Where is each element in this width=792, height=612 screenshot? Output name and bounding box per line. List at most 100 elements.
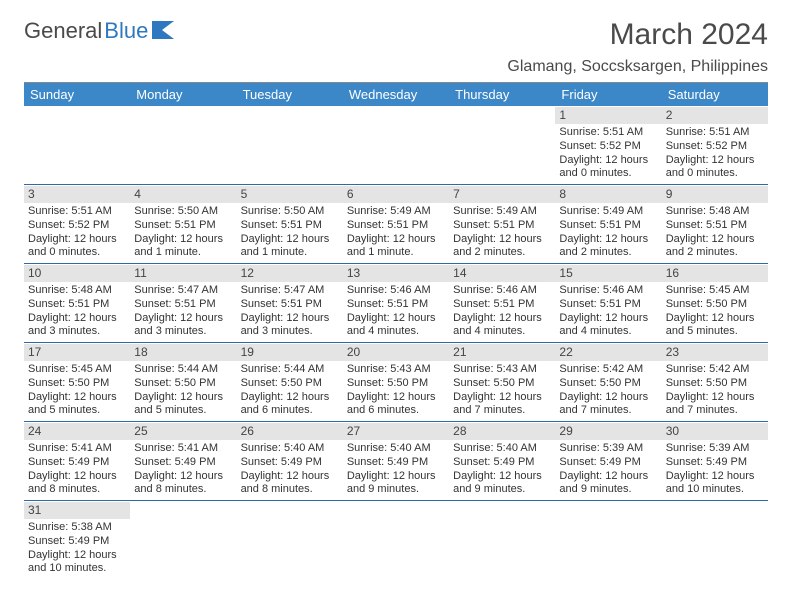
weekday-label: Sunday <box>24 83 130 106</box>
sunset-text: Sunset: 5:52 PM <box>28 219 126 233</box>
calendar-day-cell: 1Sunrise: 5:51 AMSunset: 5:52 PMDaylight… <box>555 106 661 185</box>
sunset-text: Sunset: 5:50 PM <box>559 377 657 391</box>
calendar-day-cell: 25Sunrise: 5:41 AMSunset: 5:49 PMDayligh… <box>130 422 236 501</box>
calendar-day-cell: 31 Sunrise: 5:38 AMSunset: 5:49 PMDayligh… <box>24 501 130 579</box>
sunrise-text: Sunrise: 5:42 AM <box>559 363 657 377</box>
sunrise-text: Sunrise: 5:47 AM <box>134 284 232 298</box>
calendar-day-cell: 30Sunrise: 5:39 AMSunset: 5:49 PMDayligh… <box>662 422 768 501</box>
daylight-text: Daylight: 12 hours and 6 minutes. <box>241 391 339 419</box>
sunrise-text: Sunrise: 5:50 AM <box>134 205 232 219</box>
sunrise-text: Sunrise: 5:38 AM <box>28 521 126 535</box>
sunset-text: Sunset: 5:49 PM <box>666 456 764 470</box>
daylight-text: Daylight: 12 hours and 4 minutes. <box>453 312 551 340</box>
calendar-day-cell: 5Sunrise: 5:50 AMSunset: 5:51 PMDaylight… <box>237 185 343 264</box>
day-number: 31 <box>24 502 130 519</box>
sunrise-text: Sunrise: 5:43 AM <box>347 363 445 377</box>
month-title: March 2024 <box>507 18 768 52</box>
weekday-label: Saturday <box>662 83 768 106</box>
day-number: 21 <box>449 344 555 361</box>
daylight-text: Daylight: 12 hours and 1 minute. <box>241 233 339 261</box>
sunrise-text: Sunrise: 5:49 AM <box>559 205 657 219</box>
daylight-text: Daylight: 12 hours and 5 minutes. <box>28 391 126 419</box>
brand-part2: Blue <box>104 18 148 44</box>
calendar-day-cell: 15Sunrise: 5:46 AMSunset: 5:51 PMDayligh… <box>555 264 661 343</box>
sunset-text: Sunset: 5:49 PM <box>559 456 657 470</box>
day-number: 26 <box>237 423 343 440</box>
calendar-day-cell: 19Sunrise: 5:44 AMSunset: 5:50 PMDayligh… <box>237 343 343 422</box>
daylight-text: Daylight: 12 hours and 7 minutes. <box>559 391 657 419</box>
calendar-day-cell: 21Sunrise: 5:43 AMSunset: 5:50 PMDayligh… <box>449 343 555 422</box>
calendar-day-cell: 7Sunrise: 5:49 AMSunset: 5:51 PMDaylight… <box>449 185 555 264</box>
day-number: 24 <box>24 423 130 440</box>
sunrise-text: Sunrise: 5:49 AM <box>347 205 445 219</box>
calendar-empty-cell <box>130 501 236 579</box>
calendar-day-cell: 12Sunrise: 5:47 AMSunset: 5:51 PMDayligh… <box>237 264 343 343</box>
sunset-text: Sunset: 5:51 PM <box>666 219 764 233</box>
calendar-day-cell: 10Sunrise: 5:48 AMSunset: 5:51 PMDayligh… <box>24 264 130 343</box>
calendar-day-cell: 8Sunrise: 5:49 AMSunset: 5:51 PMDaylight… <box>555 185 661 264</box>
day-number: 12 <box>237 265 343 282</box>
calendar-day-cell: 20Sunrise: 5:43 AMSunset: 5:50 PMDayligh… <box>343 343 449 422</box>
calendar-empty-cell <box>555 501 661 579</box>
sunset-text: Sunset: 5:51 PM <box>241 298 339 312</box>
day-number: 11 <box>130 265 236 282</box>
calendar-empty-cell <box>662 501 768 579</box>
daylight-text: Daylight: 12 hours and 2 minutes. <box>666 233 764 261</box>
daylight-text: Daylight: 12 hours and 8 minutes. <box>134 470 232 498</box>
sunrise-text: Sunrise: 5:51 AM <box>666 126 764 140</box>
calendar-empty-cell <box>237 106 343 185</box>
daylight-text: Daylight: 12 hours and 10 minutes. <box>28 549 126 577</box>
day-number: 27 <box>343 423 449 440</box>
calendar-day-cell: 3 Sunrise: 5:51 AMSunset: 5:52 PMDaylight… <box>24 185 130 264</box>
sunrise-text: Sunrise: 5:42 AM <box>666 363 764 377</box>
calendar-day-cell: 4Sunrise: 5:50 AMSunset: 5:51 PMDaylight… <box>130 185 236 264</box>
flag-icon <box>152 21 178 39</box>
sunrise-text: Sunrise: 5:47 AM <box>241 284 339 298</box>
daylight-text: Daylight: 12 hours and 8 minutes. <box>241 470 339 498</box>
day-number: 23 <box>662 344 768 361</box>
daylight-text: Daylight: 12 hours and 4 minutes. <box>347 312 445 340</box>
sunrise-text: Sunrise: 5:50 AM <box>241 205 339 219</box>
calendar-day-cell: 11Sunrise: 5:47 AMSunset: 5:51 PMDayligh… <box>130 264 236 343</box>
title-block: March 2024 Glamang, Soccsksargen, Philip… <box>507 18 768 76</box>
daylight-text: Daylight: 12 hours and 6 minutes. <box>347 391 445 419</box>
day-number: 22 <box>555 344 661 361</box>
day-number: 9 <box>662 186 768 203</box>
sunset-text: Sunset: 5:49 PM <box>28 456 126 470</box>
daylight-text: Daylight: 12 hours and 0 minutes. <box>28 233 126 261</box>
sunset-text: Sunset: 5:49 PM <box>28 535 126 549</box>
sunrise-text: Sunrise: 5:46 AM <box>347 284 445 298</box>
daylight-text: Daylight: 12 hours and 1 minute. <box>347 233 445 261</box>
calendar-empty-cell <box>449 501 555 579</box>
weekday-label: Monday <box>130 83 236 106</box>
sunrise-text: Sunrise: 5:51 AM <box>28 205 126 219</box>
brand-logo: GeneralBlue <box>24 18 178 44</box>
sunrise-text: Sunrise: 5:48 AM <box>666 205 764 219</box>
sunrise-text: Sunrise: 5:46 AM <box>453 284 551 298</box>
location-text: Glamang, Soccsksargen, Philippines <box>507 58 768 76</box>
sunset-text: Sunset: 5:51 PM <box>347 298 445 312</box>
calendar-day-cell: 2Sunrise: 5:51 AMSunset: 5:52 PMDaylight… <box>662 106 768 185</box>
sunset-text: Sunset: 5:50 PM <box>666 377 764 391</box>
day-number: 8 <box>555 186 661 203</box>
sunset-text: Sunset: 5:51 PM <box>28 298 126 312</box>
day-number: 3 <box>24 186 130 203</box>
sunset-text: Sunset: 5:50 PM <box>241 377 339 391</box>
calendar-day-cell: 28Sunrise: 5:40 AMSunset: 5:49 PMDayligh… <box>449 422 555 501</box>
day-number: 4 <box>130 186 236 203</box>
daylight-text: Daylight: 12 hours and 10 minutes. <box>666 470 764 498</box>
sunset-text: Sunset: 5:51 PM <box>559 298 657 312</box>
calendar-empty-cell <box>24 106 130 185</box>
day-number: 7 <box>449 186 555 203</box>
daylight-text: Daylight: 12 hours and 2 minutes. <box>453 233 551 261</box>
daylight-text: Daylight: 12 hours and 7 minutes. <box>666 391 764 419</box>
day-number: 17 <box>24 344 130 361</box>
sunrise-text: Sunrise: 5:49 AM <box>453 205 551 219</box>
brand-part1: General <box>24 18 102 44</box>
daylight-text: Daylight: 12 hours and 9 minutes. <box>453 470 551 498</box>
daylight-text: Daylight: 12 hours and 8 minutes. <box>28 470 126 498</box>
sunset-text: Sunset: 5:50 PM <box>666 298 764 312</box>
calendar-day-cell: 9 Sunrise: 5:48 AMSunset: 5:51 PMDaylight… <box>662 185 768 264</box>
daylight-text: Daylight: 12 hours and 3 minutes. <box>28 312 126 340</box>
day-number: 15 <box>555 265 661 282</box>
